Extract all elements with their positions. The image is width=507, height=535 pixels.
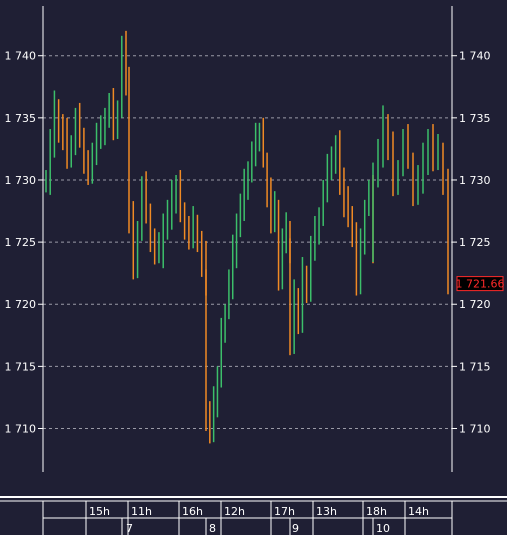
time-axis: 15h 11h 16h 12h 17h 13h 18h 14h 7 8 9 10 bbox=[0, 496, 507, 535]
y-tick-label-left: 1 735 bbox=[5, 112, 37, 125]
hour-label: 15h bbox=[89, 505, 110, 518]
y-ticks-right: 1 710 1 715 1 720 1 725 1 730 1 735 1 740 bbox=[452, 50, 491, 436]
y-tick-label-right: 1 715 bbox=[459, 360, 491, 373]
y-tick-label-right: 1 710 bbox=[459, 423, 491, 436]
y-tick-label-left: 1 740 bbox=[5, 50, 37, 63]
y-tick-label-right: 1 735 bbox=[459, 112, 491, 125]
y-tick-label-left: 1 730 bbox=[5, 174, 37, 187]
hour-label: 11h bbox=[131, 505, 152, 518]
hour-label: 16h bbox=[182, 505, 203, 518]
y-tick-label-left: 1 715 bbox=[5, 360, 37, 373]
day-label: 10 bbox=[376, 522, 390, 535]
hour-label: 17h bbox=[274, 505, 295, 518]
last-price-box bbox=[456, 276, 504, 292]
y-tick-label-left: 1 710 bbox=[5, 423, 37, 436]
day-label: 8 bbox=[209, 522, 216, 535]
y-tick-label-right: 1 730 bbox=[459, 174, 491, 187]
day-label: 7 bbox=[126, 522, 133, 535]
axis-layer bbox=[42, 6, 453, 472]
y-tick-label-right: 1 725 bbox=[459, 236, 491, 249]
hour-label: 18h bbox=[366, 505, 387, 518]
y-tick-label-right: 1 740 bbox=[459, 50, 491, 63]
candles-layer bbox=[45, 30, 449, 444]
y-ticks-left: 1 710 1 715 1 720 1 725 1 730 1 735 1 740 bbox=[5, 50, 43, 436]
hour-label: 13h bbox=[316, 505, 337, 518]
day-label: 9 bbox=[292, 522, 299, 535]
y-tick-label-left: 1 725 bbox=[5, 236, 37, 249]
y-tick-label-left: 1 720 bbox=[5, 298, 37, 311]
last-price-label: 1 721.66 bbox=[456, 278, 505, 291]
last-price-marker: 1 721.66 bbox=[456, 276, 505, 292]
hour-label: 14h bbox=[408, 505, 429, 518]
y-tick-label-right: 1 720 bbox=[459, 298, 491, 311]
time-cells: 15h 11h 16h 12h 17h 13h 18h 14h 7 8 9 10 bbox=[42, 501, 453, 535]
hour-label: 12h bbox=[224, 505, 245, 518]
